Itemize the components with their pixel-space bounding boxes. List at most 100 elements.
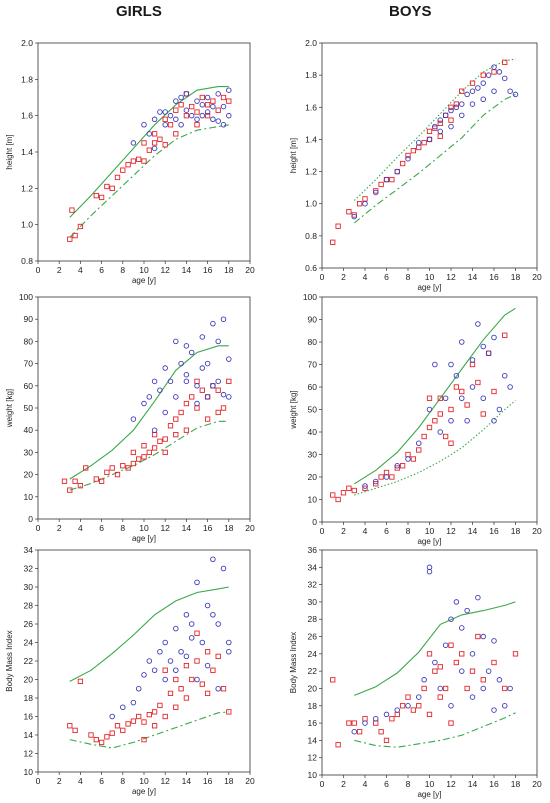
girls-data-point xyxy=(416,144,422,151)
boys-data-point xyxy=(215,378,221,385)
boys-data-point xyxy=(135,686,142,692)
boys-data-point xyxy=(162,365,168,371)
girls-data-point xyxy=(210,667,216,673)
girls-data-point xyxy=(362,485,368,491)
girls-data-point xyxy=(194,378,200,385)
girls-data-point xyxy=(93,736,99,743)
y-tick-label: 22 xyxy=(308,666,318,676)
boys-data-point xyxy=(178,94,184,101)
boys-data-point xyxy=(204,662,211,669)
y-tick-label: 10 xyxy=(308,770,318,780)
girls-data-point xyxy=(194,658,200,664)
boys-data-point xyxy=(141,121,147,128)
x-axis-label: age [y] xyxy=(132,276,156,285)
y-axis-label: height [m] xyxy=(5,134,14,169)
boys-data-point xyxy=(442,395,449,402)
boys-data-point xyxy=(146,658,153,664)
boys-data-point xyxy=(194,676,200,683)
boys-data-point xyxy=(120,704,126,711)
x-tick-label: 16 xyxy=(489,272,499,282)
girls-data-point xyxy=(173,416,179,422)
boys-data-point xyxy=(188,635,195,641)
girls-data-point xyxy=(162,667,168,673)
reference-curve-solid xyxy=(69,345,229,480)
boys-data-point xyxy=(226,639,232,646)
y-tick-label: 20 xyxy=(308,472,318,482)
girls-data-point xyxy=(220,94,227,101)
girls-data-point xyxy=(141,719,147,725)
girls-data-point xyxy=(335,496,341,503)
girls-data-point xyxy=(480,72,486,78)
girls-data-point xyxy=(204,690,211,697)
boys-data-point xyxy=(220,316,227,322)
girls-data-point xyxy=(437,694,443,700)
boys-data-point xyxy=(188,349,195,356)
boys-data-point xyxy=(210,612,216,618)
boys-data-point xyxy=(167,658,174,664)
boys-data-point xyxy=(469,694,476,700)
x-tick-label: 6 xyxy=(99,265,104,275)
girls-data-point xyxy=(204,113,211,119)
boys-data-point xyxy=(496,69,503,75)
girls-data-point xyxy=(93,476,99,482)
girls-data-point xyxy=(215,653,221,660)
y-tick-label: 30 xyxy=(24,582,34,592)
girls-data-point xyxy=(141,443,147,449)
y-tick-label: 28 xyxy=(308,614,318,624)
boys-data-point xyxy=(194,116,200,123)
boys-data-point xyxy=(162,639,168,646)
boys-data-point xyxy=(453,373,460,379)
boys-data-point xyxy=(173,338,179,345)
girls-data-point xyxy=(130,460,137,467)
y-tick-label: 70 xyxy=(308,360,318,370)
boys-data-point xyxy=(204,360,211,367)
girls-data-point xyxy=(114,174,121,181)
x-tick-label: 20 xyxy=(532,272,542,282)
x-tick-label: 0 xyxy=(320,779,325,789)
boys-data-point xyxy=(157,649,163,655)
boys-data-point xyxy=(442,112,449,119)
boys-data-point xyxy=(194,98,200,104)
girls-data-point xyxy=(226,378,232,385)
girls-data-point xyxy=(426,651,433,657)
girls-data-point xyxy=(512,651,519,657)
boys-data-point xyxy=(141,400,147,407)
boys-data-point xyxy=(183,612,190,618)
y-tick-label: 30 xyxy=(24,447,34,457)
boys-data-point xyxy=(383,474,390,480)
boys-data-point xyxy=(204,94,211,101)
boys-data-point xyxy=(199,112,206,119)
girls-data-point xyxy=(151,445,158,451)
boys-data-point xyxy=(405,703,411,709)
girls-data-point xyxy=(437,120,443,127)
boys-data-point xyxy=(141,672,147,678)
boys-data-point xyxy=(226,112,232,119)
boys-data-point xyxy=(437,128,444,135)
boys-data-point xyxy=(183,343,190,349)
girls-data-point xyxy=(69,207,75,213)
boys-data-point xyxy=(130,699,137,706)
girls-data-point xyxy=(178,409,184,416)
boys-data-point xyxy=(485,350,492,357)
girls-data-point xyxy=(194,405,200,411)
girls-data-point xyxy=(448,104,454,110)
boys-data-point xyxy=(210,556,216,563)
girls-data-point xyxy=(426,711,433,718)
girls-data-point xyxy=(453,384,460,390)
x-tick-label: 2 xyxy=(341,779,346,789)
girls-data-point xyxy=(491,388,497,395)
y-tick-label: 20 xyxy=(24,470,34,480)
x-tick-label: 2 xyxy=(57,265,62,275)
girls-data-point xyxy=(389,176,395,183)
y-tick-label: 40 xyxy=(308,427,318,437)
boys-data-point xyxy=(178,360,184,367)
girls-data-point xyxy=(394,465,400,471)
x-tick-label: 16 xyxy=(489,779,499,789)
x-tick-label: 16 xyxy=(203,523,213,533)
x-tick-label: 0 xyxy=(320,272,325,282)
y-tick-label: 100 xyxy=(303,292,317,302)
x-tick-label: 14 xyxy=(182,523,192,533)
girls-data-point xyxy=(469,80,476,86)
girls-data-point xyxy=(72,727,78,734)
boys-data-point xyxy=(480,395,487,402)
